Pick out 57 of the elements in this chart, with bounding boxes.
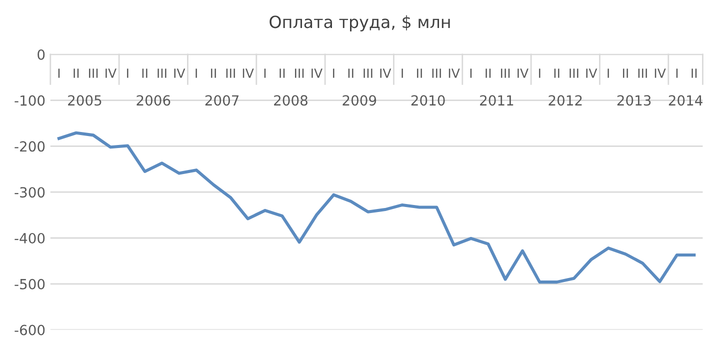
x-tick-label: II xyxy=(692,68,697,78)
y-tick-label: 0 xyxy=(38,49,45,60)
annotation: 2007 xyxy=(205,95,239,106)
annotation: 2011 xyxy=(480,95,514,106)
x-tick-label: III xyxy=(295,68,304,78)
x-tick-label: III xyxy=(89,68,98,78)
line-series xyxy=(57,131,696,284)
x-tick-label: II xyxy=(486,68,491,78)
y-tick-label: -400 xyxy=(14,232,45,244)
x-tick-label: II xyxy=(211,68,216,78)
x-tick-label: I xyxy=(539,68,540,78)
x-tick-label: III xyxy=(570,68,578,78)
x-tick-label: IV xyxy=(106,68,116,78)
annotation: 2006 xyxy=(136,95,170,106)
x-tick-label: III xyxy=(364,68,372,78)
x-tick-label: IV xyxy=(518,68,528,78)
x-tick-label: III xyxy=(638,68,647,78)
x-tick-label: III xyxy=(226,68,235,78)
x-tick-label: III xyxy=(158,68,166,78)
y-tick-label: -300 xyxy=(14,187,45,198)
x-tick-label: IV xyxy=(174,68,186,78)
x-tick-label: IV xyxy=(312,68,322,78)
annotation: 2005 xyxy=(68,95,102,106)
x-tick-label: I xyxy=(333,68,334,78)
y-tick-label: -200 xyxy=(14,141,45,152)
x-tick-label: IV xyxy=(654,68,666,78)
y-tick-label: -100 xyxy=(14,95,45,106)
x-tick-label: I xyxy=(196,68,197,78)
chart-title: Оплата труда, $ млн xyxy=(270,15,450,32)
x-tick-label: III xyxy=(432,68,441,78)
x-tick-label: I xyxy=(402,68,403,78)
x-tick-label: I xyxy=(264,68,266,78)
y-tick-label: -600 xyxy=(14,324,45,336)
x-tick-label: I xyxy=(470,68,472,78)
annotation: 2009 xyxy=(342,95,376,106)
annotation: 2012 xyxy=(548,95,582,106)
x-tick-label: II xyxy=(554,68,560,78)
annotation: 2010 xyxy=(411,95,445,106)
x-tick-label: II xyxy=(74,68,79,78)
x-tick-label: II xyxy=(142,68,148,78)
y-tick-label: -500 xyxy=(14,278,45,290)
x-tick-label: IV xyxy=(448,68,460,78)
x-tick-label: IV xyxy=(380,68,392,78)
x-tick-label: III xyxy=(501,68,510,78)
x-tick-label: II xyxy=(417,68,422,78)
x-tick-label: IV xyxy=(586,68,598,78)
annotation: 2013 xyxy=(617,95,651,106)
x-tick-label: I xyxy=(127,68,128,78)
annotation: 2014 xyxy=(668,95,702,106)
annotation: 2008 xyxy=(274,95,308,106)
x-tick-label: I xyxy=(58,68,60,78)
x-tick-label: II xyxy=(348,68,354,78)
x-tick-label: II xyxy=(623,68,628,78)
x-tick-label: I xyxy=(608,68,609,78)
x-tick-label: I xyxy=(676,68,678,78)
x-tick-label: IV xyxy=(242,68,254,78)
x-tick-label: II xyxy=(280,68,285,78)
